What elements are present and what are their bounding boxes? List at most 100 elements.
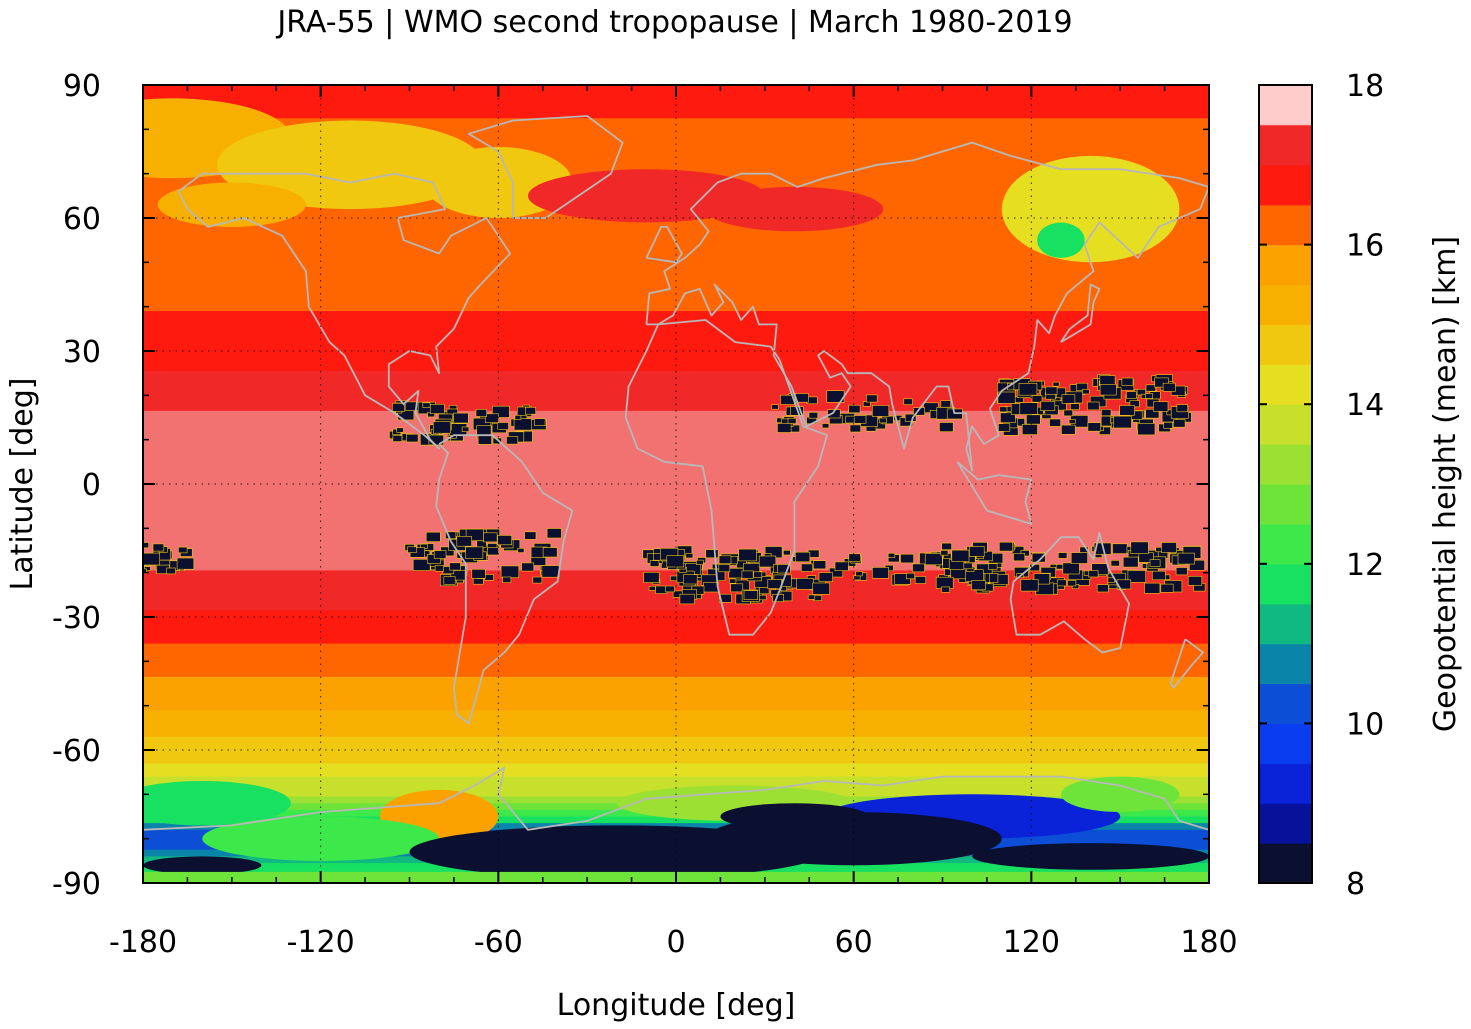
low-value-patch xyxy=(679,593,695,605)
coastline xyxy=(645,226,683,264)
heatmap-band xyxy=(143,158,1209,166)
low-value-patch xyxy=(521,562,535,572)
coastline xyxy=(956,461,1033,525)
heatmap-band xyxy=(143,670,1209,678)
low-value-patch xyxy=(1033,573,1050,585)
low-value-patch xyxy=(1154,377,1169,388)
heatmap-band xyxy=(143,683,1209,691)
regional-feature xyxy=(143,781,291,826)
low-value-patch xyxy=(853,415,867,424)
low-value-patch xyxy=(1082,389,1090,395)
low-value-patch xyxy=(988,563,998,570)
low-value-patch xyxy=(758,594,767,601)
low-value-patch xyxy=(392,402,405,412)
low-value-patch xyxy=(855,571,863,577)
low-value-patch xyxy=(900,553,914,564)
heatmap-band xyxy=(143,723,1209,731)
low-value-patch xyxy=(718,555,732,564)
heatmap-band xyxy=(143,424,1209,432)
heatmap-band xyxy=(143,756,1209,764)
heatmap-band xyxy=(143,470,1209,478)
heatmap-band xyxy=(143,450,1209,458)
regional-feature xyxy=(1001,155,1180,263)
heatmap-band xyxy=(143,710,1209,718)
coastlines xyxy=(143,115,1209,831)
low-value-patch xyxy=(542,547,558,558)
low-value-patch xyxy=(1137,422,1156,436)
heatmap-band xyxy=(143,144,1209,153)
low-value-patch xyxy=(475,409,487,417)
low-value-patch xyxy=(1045,386,1058,395)
heatmap-band xyxy=(143,131,1209,139)
low-value-patch xyxy=(848,404,861,414)
colorbar xyxy=(1259,85,1312,884)
y-axis-ticks: 90 60 30 0 -30 -60 -90 xyxy=(52,69,1209,902)
heatmap-band xyxy=(143,344,1209,352)
low-value-patch xyxy=(471,568,486,579)
heatmap-band xyxy=(143,444,1209,452)
low-value-patch xyxy=(871,567,889,579)
colorbar-tick-label: 8 xyxy=(1346,867,1365,902)
low-value-patch xyxy=(1070,552,1088,564)
heatmap-band xyxy=(143,656,1209,665)
low-value-patch xyxy=(1026,414,1041,425)
colorbar-swatch xyxy=(1259,843,1312,884)
low-value-patch xyxy=(655,585,668,594)
low-value-patch xyxy=(176,557,195,570)
low-value-patch xyxy=(1088,570,1099,578)
low-value-patch xyxy=(433,550,447,559)
low-value-patch xyxy=(1063,409,1074,417)
low-value-patch xyxy=(492,437,502,445)
low-value-patch xyxy=(1173,419,1186,428)
heatmap-band xyxy=(143,636,1209,645)
low-value-patch xyxy=(432,421,451,434)
low-value-patch xyxy=(703,581,719,593)
low-value-patch xyxy=(143,542,150,549)
coastline xyxy=(435,434,574,725)
low-value-patch xyxy=(1113,415,1132,429)
heatmap-band xyxy=(143,357,1209,365)
low-value-patch xyxy=(643,571,660,583)
y-tick-label: -60 xyxy=(52,734,101,769)
low-value-patch xyxy=(940,550,949,556)
y-tick-label: -90 xyxy=(52,867,101,902)
low-value-patch xyxy=(524,531,537,540)
x-axis-ticks: -180 -120 -60 0 60 120 180 xyxy=(109,85,1238,960)
low-value-patch xyxy=(532,576,543,584)
y-axis-label: Latitude [deg] xyxy=(5,378,40,591)
heatmap-band xyxy=(143,404,1209,412)
low-value-patch xyxy=(407,546,417,553)
low-value-patch xyxy=(483,532,498,543)
low-value-patch xyxy=(484,574,494,581)
low-value-patch xyxy=(741,570,754,579)
low-value-patch xyxy=(152,543,165,552)
low-value-patch xyxy=(777,564,791,574)
low-value-patch xyxy=(971,580,986,591)
low-value-patch xyxy=(1101,409,1112,417)
low-value-patch xyxy=(1020,579,1039,592)
low-value-patch xyxy=(787,417,797,424)
colorbar-ticks: 18 16 14 12 10 8 xyxy=(1259,69,1384,902)
low-value-patch xyxy=(682,574,698,585)
colorbar-swatch xyxy=(1259,803,1312,844)
heatmap-band xyxy=(143,630,1209,638)
low-value-patch xyxy=(1153,401,1169,412)
low-value-patch xyxy=(1145,384,1156,392)
low-value-patch xyxy=(998,541,1013,552)
coastline xyxy=(1169,638,1204,689)
low-value-patch xyxy=(1145,393,1153,399)
low-value-patch xyxy=(392,435,403,442)
low-value-patch xyxy=(456,536,472,547)
heatmap-band xyxy=(143,663,1209,671)
low-value-patch xyxy=(434,565,444,572)
low-value-patch xyxy=(1019,402,1038,415)
colorbar-swatch xyxy=(1259,244,1312,286)
heatmap-band xyxy=(143,650,1209,658)
low-value-patch xyxy=(849,424,861,433)
x-axis-label: Longitude [deg] xyxy=(557,988,796,1023)
heatmap-band xyxy=(143,297,1209,306)
chart-title: JRA-55 | WMO second tropopause | March 1… xyxy=(275,5,1072,40)
low-value-patch xyxy=(1122,556,1139,568)
low-value-region xyxy=(143,856,262,875)
low-value-patch xyxy=(534,418,546,427)
